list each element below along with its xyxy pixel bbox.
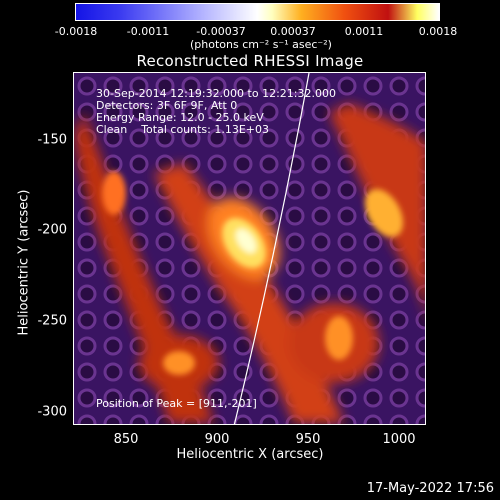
x-tick: 900 (204, 432, 230, 447)
colorbar-unit-label: (photons cm⁻² s⁻¹ asec⁻²) (190, 38, 332, 51)
rhessi-image-canvas (74, 73, 425, 424)
x-axis-label: Heliocentric X (arcsec) (176, 447, 324, 462)
colorbar-tick: -0.00037 (196, 25, 246, 38)
y-tick: -250 (37, 313, 67, 329)
y-tick: -300 (37, 404, 67, 420)
rhessi-image-plot (73, 72, 426, 425)
x-tick: 950 (295, 432, 321, 447)
colorbar-tick: -0.0018 (54, 25, 98, 38)
clean-counts-text: Clean Total counts: 1.13E+03 (96, 123, 270, 136)
colorbar-tick: 0.0018 (418, 25, 458, 38)
y-axis-label: Heliocentric Y (arcsec) (16, 189, 32, 336)
colorbar-tick: 0.0011 (344, 25, 384, 38)
time-range-text: 30-Sep-2014 12:19:32.000 to 12:21:32.000 (96, 87, 336, 100)
colorbar-tick: -0.0011 (126, 25, 170, 38)
generated-date: 17-May-2022 17:56 (366, 481, 494, 496)
y-tick: -150 (37, 132, 67, 148)
energy-range-text: Energy Range: 12.0 - 25.0 keV (96, 111, 264, 124)
x-tick: 850 (113, 432, 139, 447)
y-tick: -200 (37, 222, 67, 238)
peak-position-text: Position of Peak = [911,-201] (96, 397, 257, 410)
colorbar (75, 3, 440, 21)
colorbar-tick: 0.00037 (270, 25, 316, 38)
detectors-text: Detectors: 3F 6F 9F, Att 0 (96, 99, 238, 112)
x-tick: 1000 (382, 432, 416, 447)
emission-peaks (102, 171, 403, 375)
image-title: Reconstructed RHESSI Image (136, 52, 364, 70)
solar-limb (233, 73, 310, 424)
